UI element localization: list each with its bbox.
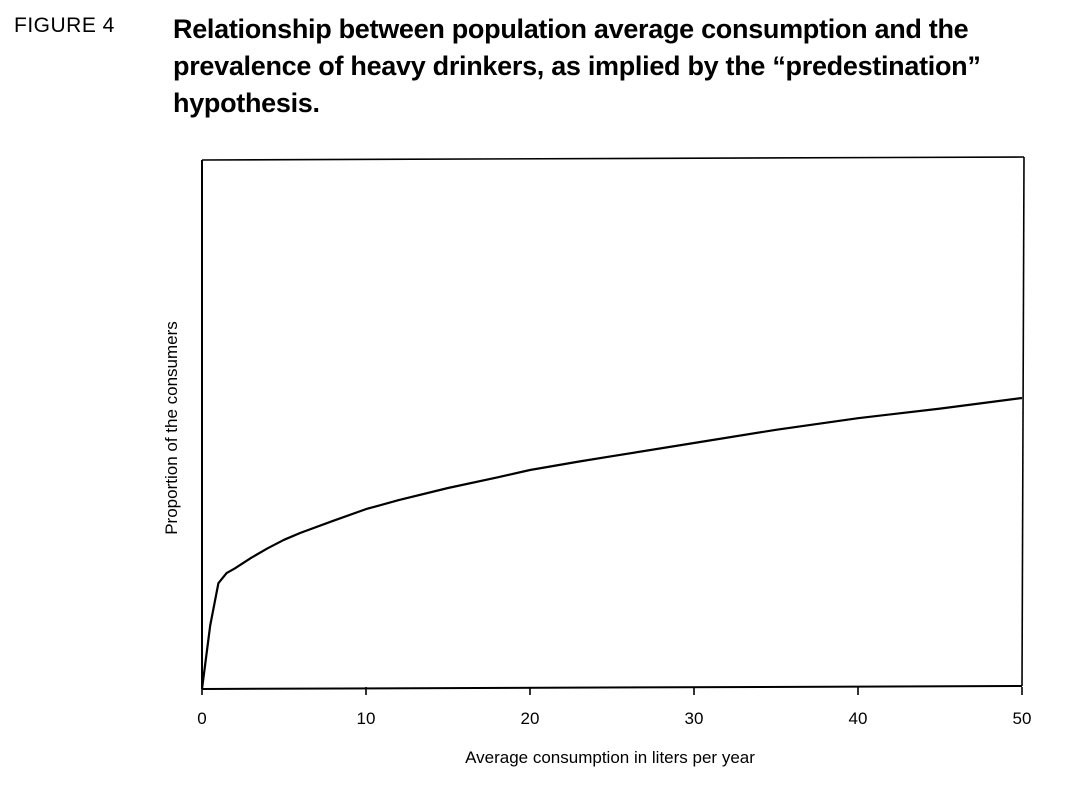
- x-axis-tick-labels: 0 10 20 30 40 50: [197, 709, 1031, 728]
- x-tick-label: 50: [1013, 709, 1032, 728]
- figure-title: Relationship between population average …: [173, 14, 981, 118]
- x-tick-label: 20: [521, 709, 540, 728]
- plot-border-top: [201, 156, 1025, 161]
- x-tick-label: 40: [849, 709, 868, 728]
- y-axis-title: Proportion of the consumers: [162, 321, 181, 535]
- plot-border-right: [1021, 156, 1025, 687]
- x-axis-ticks: [201, 687, 1023, 695]
- series-layer: [200, 396, 1023, 690]
- x-tick-label: 10: [357, 709, 376, 728]
- x-axis-line: [201, 685, 1023, 690]
- x-tick-label: 30: [685, 709, 704, 728]
- plot-frame: [201, 156, 1025, 690]
- x-axis-title: Average consumption in liters per year: [465, 748, 755, 767]
- figure-label: FIGURE 4: [14, 14, 115, 37]
- x-tick-label: 0: [197, 709, 206, 728]
- series-line: [200, 396, 1023, 690]
